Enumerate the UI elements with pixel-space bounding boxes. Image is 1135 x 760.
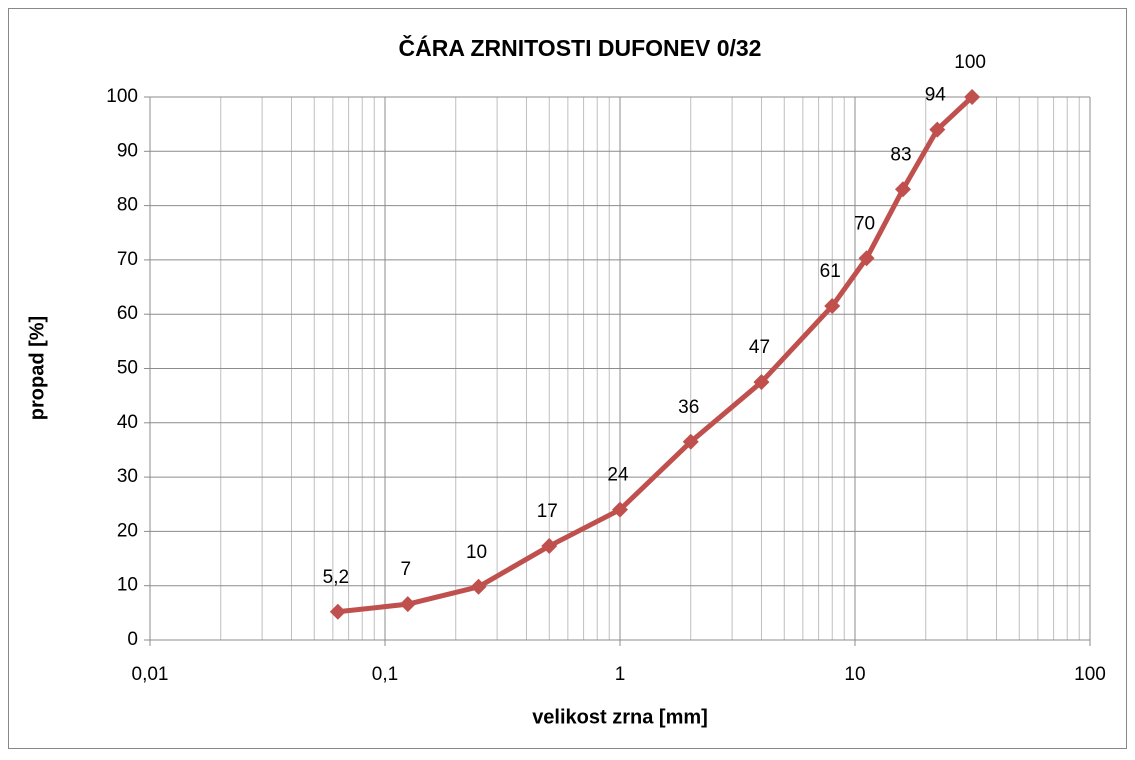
data-label: 47 xyxy=(749,337,770,358)
chart-title: ČÁRA ZRNITOSTI DUFONEV 0/32 xyxy=(399,34,762,61)
data-marker xyxy=(470,578,487,595)
y-tick-label: 70 xyxy=(117,249,138,270)
data-marker xyxy=(824,298,841,315)
y-tick-label: 80 xyxy=(117,195,138,216)
data-label: 5,2 xyxy=(323,567,349,588)
y-tick-label: 90 xyxy=(117,140,138,161)
y-tick-label: 40 xyxy=(117,412,138,433)
data-label: 83 xyxy=(890,144,911,165)
data-label: 36 xyxy=(678,397,699,418)
y-tick-label: 30 xyxy=(117,466,138,487)
data-marker xyxy=(329,603,346,620)
y-axis-title: propad [%] xyxy=(26,316,48,420)
data-label: 10 xyxy=(466,542,487,563)
x-tick-label: 0,01 xyxy=(132,664,169,685)
x-tick-label: 0,1 xyxy=(372,664,398,685)
data-marker xyxy=(612,501,628,518)
y-tick-label: 0 xyxy=(127,629,138,650)
y-tick-label: 100 xyxy=(106,86,138,107)
x-tick-label: 10 xyxy=(844,664,865,685)
data-label: 17 xyxy=(537,501,558,522)
data-marker xyxy=(964,89,981,105)
data-marker xyxy=(753,374,770,391)
data-label: 24 xyxy=(607,465,629,486)
data-label: 7 xyxy=(400,559,411,580)
y-tick-label: 20 xyxy=(117,520,138,541)
data-marker xyxy=(399,596,416,613)
x-axis-title: velikost zrna [mm] xyxy=(532,706,708,728)
data-marker xyxy=(858,250,875,267)
data-line xyxy=(337,95,974,615)
data-label: 61 xyxy=(820,261,841,282)
data-marker xyxy=(894,181,911,198)
x-tick-label: 1 xyxy=(615,664,626,685)
x-tick-label: 100 xyxy=(1074,664,1106,685)
data-label: 100 xyxy=(954,52,986,73)
data-marker xyxy=(682,433,699,450)
data-label: 94 xyxy=(925,85,947,106)
y-tick-label: 50 xyxy=(117,358,138,379)
data-marker xyxy=(541,538,558,555)
data-label: 70 xyxy=(854,213,875,234)
y-tick-label: 10 xyxy=(117,575,138,596)
y-tick-label: 60 xyxy=(117,303,138,324)
data-marker xyxy=(929,121,946,138)
